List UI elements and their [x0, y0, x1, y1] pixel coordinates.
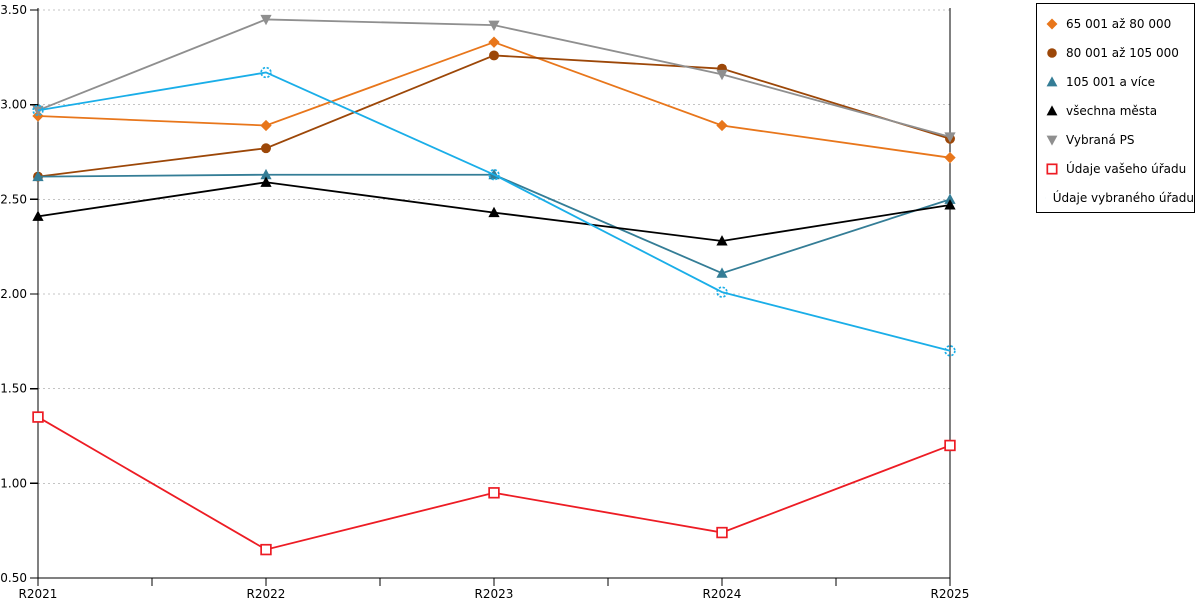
data-point-marker: [260, 66, 272, 79]
y-tick-label: 2.00: [0, 287, 27, 301]
data-point-marker: [32, 210, 44, 221]
x-tick-label: R2022: [247, 587, 286, 600]
series-6: [32, 66, 956, 357]
series-4: [32, 14, 956, 143]
data-point-marker: [32, 104, 44, 117]
series-line: [37, 173, 951, 275]
x-tick-label: R2023: [475, 587, 514, 600]
legend-item: Vybraná PS: [1045, 125, 1194, 154]
data-point-marker: [716, 119, 728, 132]
legend-circle-icon: [1047, 47, 1057, 58]
data-point-marker: [488, 20, 500, 31]
data-point-marker: [260, 119, 272, 132]
legend-triangle-up-icon: [1046, 75, 1058, 86]
data-point-marker: [260, 176, 272, 187]
y-tick-label: 2.50: [0, 192, 27, 206]
data-point-marker: [1046, 75, 1058, 86]
gridlines: [38, 9, 950, 484]
legend-item-label: 65 001 až 80 000: [1066, 16, 1172, 31]
legend-item-label: všechna města: [1066, 103, 1158, 118]
data-point-marker: [1046, 104, 1058, 115]
data-point-marker: [32, 411, 44, 423]
series-5: [32, 411, 956, 556]
data-point-marker: [260, 14, 272, 26]
data-point-marker: [944, 152, 956, 164]
data-point-marker: [1046, 135, 1058, 146]
legend-diamond-icon: [1046, 18, 1058, 29]
legend-item-label: Údaje vybraného úřadu: [1052, 190, 1194, 205]
legend-item-label: 80 001 až 105 000: [1066, 45, 1179, 60]
data-point-marker: [488, 169, 500, 181]
data-point-marker: [32, 170, 44, 182]
data-point-marker: [944, 132, 956, 143]
series-2: [32, 168, 956, 278]
legend-triangle-down-icon: [1046, 135, 1058, 146]
x-tick-label: R2025: [931, 587, 970, 600]
data-point-marker: [1046, 18, 1058, 29]
y-tick-label: 0.50: [0, 571, 27, 585]
legend-triangle-up-icon: [1046, 104, 1058, 115]
data-point-marker: [716, 235, 728, 246]
data-point-marker: [489, 50, 499, 61]
legend-item: 80 001 až 105 000: [1045, 38, 1194, 67]
data-point-marker: [261, 143, 271, 154]
legend-item-label: Údaje vašeho úřadu: [1066, 161, 1187, 176]
data-point-marker: [716, 526, 728, 539]
legend-circle-dashed-icon: [1045, 197, 1046, 198]
data-point-marker: [716, 267, 728, 278]
legend-item: 65 001 až 80 000: [1045, 9, 1194, 38]
x-tick-label: R2024: [703, 587, 742, 600]
data-point-marker: [488, 206, 500, 218]
series-0: [32, 36, 956, 164]
legend-item-label: Vybraná PS: [1066, 132, 1135, 147]
x-tick-label: R2021: [19, 587, 58, 600]
data-point-marker: [944, 439, 956, 452]
data-point-marker: [32, 105, 44, 117]
legend-item: všechna města: [1045, 96, 1194, 125]
y-tick-label: 3.50: [0, 3, 27, 17]
series-line: [37, 54, 951, 178]
data-point-marker: [944, 193, 956, 204]
series-3: [32, 176, 956, 246]
data-point-marker: [1047, 47, 1057, 58]
data-point-marker: [944, 345, 956, 357]
data-point-marker: [488, 36, 500, 48]
legend-item-label: 105 001 a více: [1066, 74, 1156, 89]
data-point-marker: [716, 286, 728, 298]
y-tick-label: 1.50: [0, 382, 27, 396]
data-point-marker: [716, 69, 728, 81]
axes: 0.50 1.00 1.50 2.00 2.50 3.00 3.50 R2021 R2022 R2…: [0, 3, 969, 600]
data-point-marker: [260, 543, 272, 556]
legend-item: Údaje vybraného úřadu: [1045, 183, 1194, 212]
y-tick-label: 3.00: [0, 98, 27, 112]
data-point-marker: [1046, 162, 1058, 175]
series-1: [33, 50, 955, 182]
legend-item: Údaje vašeho úřadu: [1045, 154, 1194, 183]
data-point-marker: [944, 199, 956, 210]
data-point-marker: [260, 168, 272, 180]
legend: 65 001 až 80 000 80 001 až 105 000 105 001…: [1036, 3, 1195, 213]
legend-square-icon: [1046, 162, 1058, 175]
y-tick-label: 1.00: [0, 476, 27, 490]
data-point-marker: [488, 487, 500, 499]
series-line: [37, 71, 951, 352]
legend-item: 105 001 a více: [1045, 67, 1194, 96]
